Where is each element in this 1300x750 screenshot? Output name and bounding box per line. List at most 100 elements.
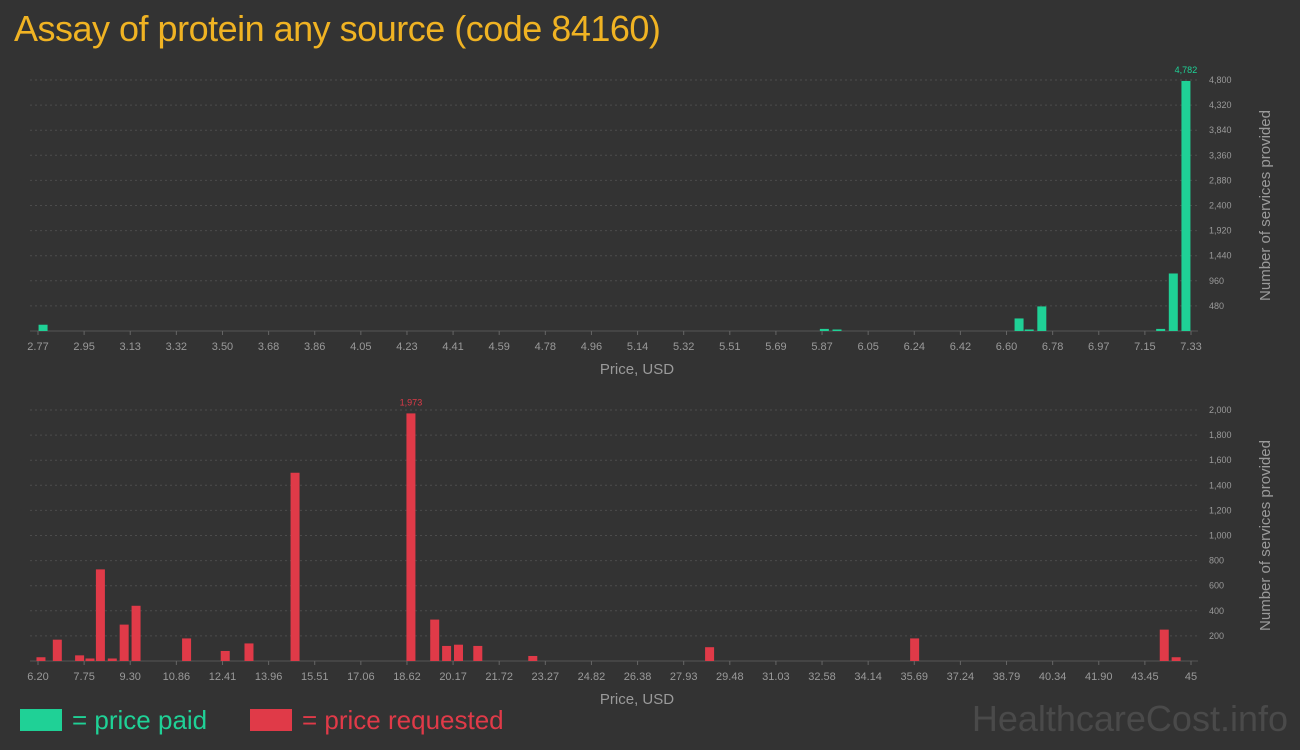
y-tick-label: 4,320 <box>1209 100 1232 110</box>
x-tick-label: 21.72 <box>485 671 513 683</box>
x-tick-label: 5.51 <box>719 341 740 353</box>
y-axis-label: Number of services provided <box>1257 440 1274 631</box>
x-tick-label: 17.06 <box>347 671 375 683</box>
x-tick-label: 13.96 <box>255 671 283 683</box>
page-title: Assay of protein any source (code 84160) <box>14 8 661 49</box>
x-tick-label: 4.23 <box>396 341 417 353</box>
x-tick-label: 32.58 <box>808 671 836 683</box>
bar <box>453 644 463 661</box>
y-tick-label: 800 <box>1209 556 1224 566</box>
y-tick-label: 200 <box>1209 631 1224 641</box>
legend-swatch-paid <box>20 709 62 731</box>
y-tick-label: 1,600 <box>1209 455 1232 465</box>
bar <box>85 658 95 661</box>
y-tick-label: 1,800 <box>1209 430 1232 440</box>
bar <box>52 639 62 661</box>
bar <box>1037 306 1047 331</box>
x-tick-label: 34.14 <box>854 671 882 683</box>
y-tick-label: 1,400 <box>1209 480 1232 490</box>
x-tick-label: 6.05 <box>857 341 878 353</box>
bar <box>473 645 483 661</box>
bar <box>290 472 300 661</box>
bar <box>705 647 715 661</box>
y-tick-label: 1,440 <box>1209 251 1232 261</box>
x-tick-label: 3.13 <box>120 341 141 353</box>
watermark: HealthcareCost.info <box>971 698 1288 739</box>
x-tick-label: 37.24 <box>947 671 975 683</box>
x-tick-label: 35.69 <box>901 671 929 683</box>
x-tick-label: 7.33 <box>1180 341 1201 353</box>
bar <box>95 569 105 661</box>
x-tick-label: 3.32 <box>166 341 187 353</box>
legend-price-paid: = price paid <box>20 703 207 737</box>
bar <box>36 657 46 661</box>
bar <box>1014 318 1024 331</box>
y-axis-label: Number of services provided <box>1257 110 1274 301</box>
x-tick-label: 5.14 <box>627 341 648 353</box>
x-tick-label: 7.75 <box>73 671 94 683</box>
y-tick-label: 600 <box>1209 581 1224 591</box>
bar <box>819 328 829 331</box>
chart-price-paid: 480 960 1,440 1,920 2,400 2,880 3,360 3,840 4,32… <box>27 65 1274 378</box>
x-tick-label: 27.93 <box>670 671 698 683</box>
x-tick-label: 38.79 <box>993 671 1021 683</box>
bar <box>220 650 230 661</box>
x-tick-label: 18.62 <box>393 671 421 683</box>
x-tick-label: 6.97 <box>1088 341 1109 353</box>
chart-price-requested: 200 400 600 800 1,000 1,200 1,400 1,600 1,800 2,0… <box>27 397 1274 708</box>
peak-value-label: 1,973 <box>400 397 423 407</box>
x-tick-label: 15.51 <box>301 671 329 683</box>
bar <box>832 329 842 331</box>
legend-price-requested: = price requested <box>250 703 504 737</box>
x-tick-label: 5.69 <box>765 341 786 353</box>
bar <box>107 658 117 661</box>
x-tick-label: 7.15 <box>1134 341 1155 353</box>
x-tick-label: 4.59 <box>488 341 509 353</box>
x-tick-label: 6.78 <box>1042 341 1063 353</box>
x-tick-label: 43.45 <box>1131 671 1159 683</box>
x-tick-label: 6.20 <box>27 671 48 683</box>
y-tick-label: 400 <box>1209 606 1224 616</box>
x-tick-label: 4.05 <box>350 341 371 353</box>
legend-label-paid: = price paid <box>72 704 208 735</box>
bar <box>75 655 85 661</box>
bar <box>1181 80 1191 331</box>
y-tick-label: 4,800 <box>1209 75 1232 85</box>
x-tick-label: 4.78 <box>535 341 556 353</box>
x-tick-label: 12.41 <box>209 671 237 683</box>
x-tick-label: 40.34 <box>1039 671 1067 683</box>
x-tick-label: 29.48 <box>716 671 744 683</box>
bar <box>182 638 192 661</box>
bar <box>1024 329 1034 331</box>
x-tick-label: 2.77 <box>27 341 48 353</box>
legend-label-requested: = price requested <box>302 704 504 735</box>
y-tick-label: 1,920 <box>1209 226 1232 236</box>
bar <box>528 655 538 661</box>
bar <box>119 624 129 661</box>
bar <box>1168 273 1178 331</box>
bar <box>1156 328 1166 331</box>
y-tick-label: 1,200 <box>1209 505 1232 515</box>
y-tick-label: 3,360 <box>1209 150 1232 160</box>
legend-swatch-requested <box>250 709 292 731</box>
x-tick-label: 6.42 <box>950 341 971 353</box>
x-tick-label: 4.41 <box>442 341 463 353</box>
x-axis-label: Price, USD <box>600 691 674 708</box>
bar <box>131 605 141 661</box>
x-tick-label: 2.95 <box>73 341 94 353</box>
bar <box>442 645 452 661</box>
x-tick-label: 6.24 <box>904 341 925 353</box>
x-tick-label: 31.03 <box>762 671 790 683</box>
bar <box>406 413 416 661</box>
bar <box>38 324 48 331</box>
x-tick-label: 23.27 <box>532 671 560 683</box>
y-tick-label: 1,000 <box>1209 531 1232 541</box>
x-tick-label: 4.96 <box>581 341 602 353</box>
bar <box>244 643 254 661</box>
x-tick-label: 3.86 <box>304 341 325 353</box>
x-tick-label: 3.68 <box>258 341 279 353</box>
bar <box>910 638 920 661</box>
y-tick-label: 2,880 <box>1209 175 1232 185</box>
x-tick-label: 41.90 <box>1085 671 1113 683</box>
bar <box>1159 629 1169 661</box>
